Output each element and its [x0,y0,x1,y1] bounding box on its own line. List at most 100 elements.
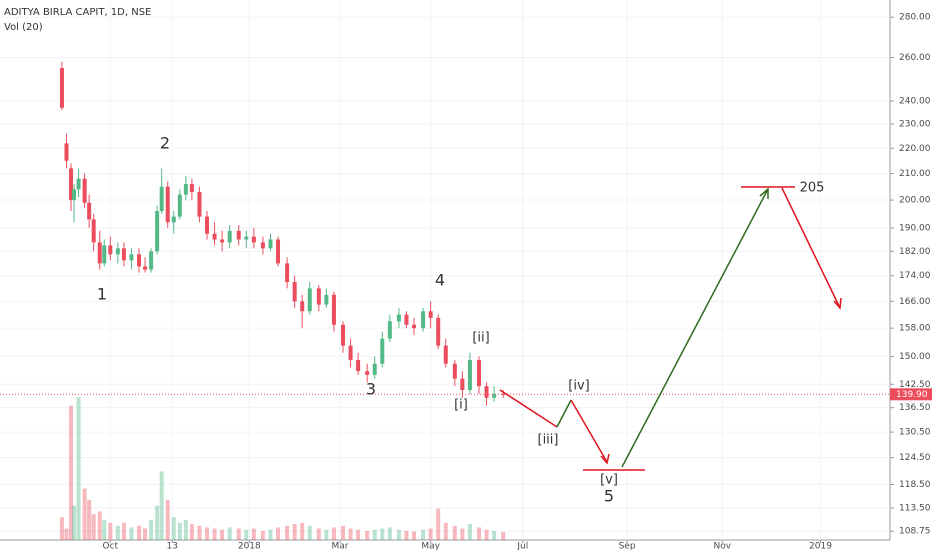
volume-bar [76,397,81,540]
candle-body [129,254,134,261]
volume-bar [143,528,148,540]
candle-body [356,360,361,372]
volume-bar [165,500,170,540]
chart-title: ADITYA BIRLA CAPIT, 1D, NSE [4,7,151,18]
volume-bar [205,527,210,540]
candle-body [492,393,497,398]
volume-bar [501,532,506,540]
volume-bar [177,522,182,540]
candle-body [452,363,457,379]
candle-body [197,191,202,217]
volume-bar [452,525,457,540]
candle-body [260,242,265,249]
y-tick-label: 108.75 [899,527,931,537]
candle-body [501,393,506,395]
y-tick-label: 230.00 [899,120,931,130]
candle-body [102,245,107,264]
volume-bar [129,527,134,540]
candle-body [251,236,256,243]
arrow-head [600,453,610,465]
volume-bar [189,524,194,540]
candle-body [307,288,312,312]
candle-body [443,345,448,364]
wave-label: [v] [600,473,618,488]
candle-body [177,194,182,217]
candle-body [97,242,102,264]
wave-label: 4 [435,271,445,290]
y-tick-label: 136.50 [899,403,931,413]
y-tick-label: 190.00 [899,223,931,233]
candle-body [460,378,465,391]
wave-line [570,399,608,463]
x-tick-label: Nov [713,542,731,550]
volume-bar [412,531,417,540]
annotations: 1 2 3 4 [i] [ii] [iii] [iv] [v]5 205 [97,134,825,506]
y-tick-label: 200.00 [899,196,931,206]
volume-bar [380,528,385,540]
candle-body [69,168,74,201]
candle-body [220,239,225,243]
wave-line [499,389,558,428]
volume-bar [64,528,69,540]
candle-body [87,202,92,220]
y-tick-label: 174.00 [899,271,931,281]
volume-bar [220,529,225,540]
arrow-head [759,187,769,199]
price-label-bg [890,388,932,401]
volume-bar [268,529,273,540]
volume-bar [137,525,142,540]
volume-bar [212,528,217,540]
price-label: 139.90 [896,390,928,400]
wave-line [556,399,572,428]
volume-bar [244,529,249,540]
candle-body [212,233,217,240]
candle-body [365,371,370,375]
volume-bar [121,522,126,540]
volume-bar [72,505,77,540]
wave-label: 3 [366,380,376,399]
wave-label: [iv] [568,379,589,394]
wave-label: [ii] [472,331,489,346]
candle-body [155,211,160,252]
x-tick-label: 2019 [809,542,832,550]
candle-body [244,236,249,240]
wave-line [781,187,841,309]
candle-body [292,282,297,302]
volume-bar [292,524,297,540]
x-tick-label: 2018 [238,542,261,550]
x-tick-label: May [421,542,440,550]
volume-bar [348,528,353,540]
wave-line [621,188,769,468]
candle-body [121,248,126,261]
volume-bar [492,530,497,540]
volume-bar [460,528,465,540]
volume-bar [324,529,329,540]
volume-bar [365,530,370,540]
candle-body [149,251,154,270]
wave-label: [iii] [538,433,559,448]
volume-bar [300,522,305,540]
volume-bar [183,520,188,540]
x-tick-label: Sep [619,542,636,550]
candle-body [476,360,481,387]
candle-body [467,360,472,391]
y-tick-label: 166.00 [899,297,931,307]
volume-bar [331,527,336,540]
wave-label: 205 [800,181,825,196]
candle-body [276,239,281,264]
candle-body [341,324,346,346]
x-tick-label: Oct [103,542,119,550]
marks [0,61,890,540]
volume-bar [372,529,377,540]
wave-label: [i] [454,398,468,413]
volume-bar [260,530,265,540]
candle-body [421,311,426,329]
volume-bar [285,525,290,540]
candle-body [165,186,170,223]
candle-body [436,317,441,346]
volume-bar [276,527,281,540]
candle-body [331,294,336,325]
candle-body [316,288,321,305]
candle-body [108,245,113,255]
